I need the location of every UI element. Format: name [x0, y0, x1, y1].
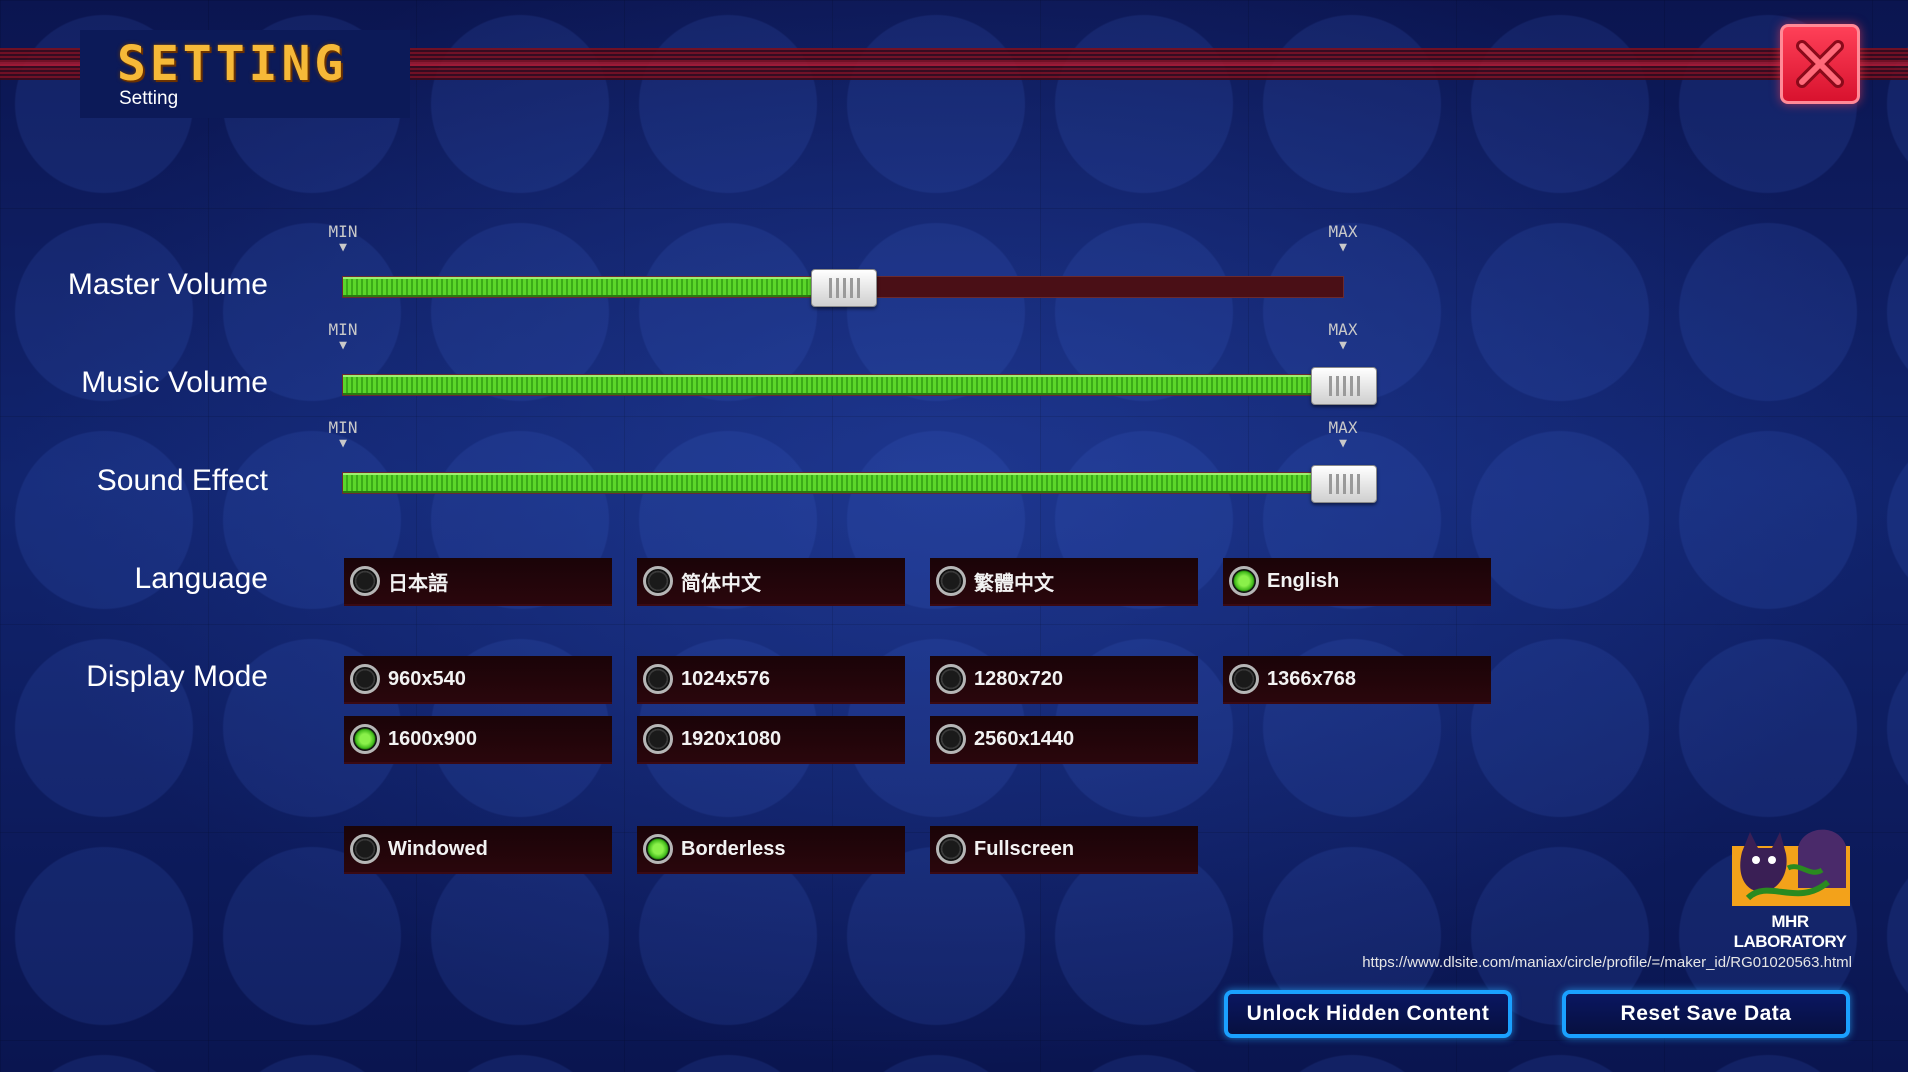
radio-icon	[936, 664, 966, 694]
option-label: 1600x900	[388, 727, 477, 750]
radio-icon	[1229, 566, 1259, 596]
resolution-option-1920x1080[interactable]: 1920x1080	[637, 716, 905, 764]
option-label: 日本語	[388, 572, 448, 595]
close-button[interactable]	[1780, 24, 1860, 104]
music-volume-slider[interactable]	[342, 367, 1377, 405]
resolution-option-2560x1440[interactable]: 2560x1440	[930, 716, 1198, 764]
radio-icon	[643, 566, 673, 596]
reset-save-data-button[interactable]: Reset Save Data	[1562, 990, 1850, 1038]
slider-max-marker: MAX ▼	[1328, 222, 1358, 255]
option-label: 2560x1440	[974, 727, 1075, 750]
slider-handle[interactable]	[811, 269, 877, 307]
option-label: 1280x720	[974, 667, 1063, 690]
sound-effect-slider[interactable]	[342, 465, 1377, 503]
language-option-traditional-chinese[interactable]: 繁體中文	[930, 558, 1198, 606]
option-label: English	[1267, 569, 1340, 592]
studio-logo-text: MHR LABORATORY	[1733, 912, 1847, 951]
sound-effect-label: Sound Effect	[96, 464, 268, 497]
title-backdrop	[80, 30, 410, 118]
radio-icon	[643, 834, 673, 864]
slider-max-marker: MAX ▼	[1328, 418, 1358, 451]
slider-fill	[343, 277, 843, 297]
language-option-english[interactable]: English	[1223, 558, 1491, 606]
page-title: SETTING	[117, 36, 348, 92]
option-label: Fullscreen	[974, 837, 1075, 860]
window-mode-option-fullscreen[interactable]: Fullscreen	[930, 826, 1198, 874]
radio-icon	[643, 664, 673, 694]
resolution-option-1024x576[interactable]: 1024x576	[637, 656, 905, 704]
music-volume-label: Music Volume	[81, 366, 268, 399]
slider-min-marker: MIN ▼	[328, 418, 358, 451]
resolution-option-1280x720[interactable]: 1280x720	[930, 656, 1198, 704]
window-mode-option-windowed[interactable]: Windowed	[344, 826, 612, 874]
master-volume-label: Master Volume	[67, 268, 268, 301]
slider-handle[interactable]	[1311, 367, 1377, 405]
radio-icon	[1229, 664, 1259, 694]
slider-min-marker: MIN ▼	[328, 222, 358, 255]
option-label: 简体中文	[681, 572, 761, 595]
language-option-japanese[interactable]: 日本語	[344, 558, 612, 606]
display-mode-label: Display Mode	[86, 660, 268, 693]
radio-icon	[936, 834, 966, 864]
language-option-simplified-chinese[interactable]: 简体中文	[637, 558, 905, 606]
slider-max-marker: MAX ▼	[1328, 320, 1358, 353]
radio-icon	[936, 566, 966, 596]
window-mode-option-borderless[interactable]: Borderless	[637, 826, 905, 874]
option-label: 1024x576	[681, 667, 770, 690]
slider-min-marker: MIN ▼	[328, 320, 358, 353]
circle-profile-link[interactable]: https://www.dlsite.com/maniax/circle/pro…	[1362, 954, 1852, 971]
radio-icon	[350, 566, 380, 596]
resolution-option-1600x900[interactable]: 1600x900	[344, 716, 612, 764]
resolution-option-1366x768[interactable]: 1366x768	[1223, 656, 1491, 704]
unlock-hidden-content-button[interactable]: Unlock Hidden Content	[1224, 990, 1512, 1038]
radio-icon	[350, 834, 380, 864]
resolution-option-960x540[interactable]: 960x540	[344, 656, 612, 704]
option-label: Windowed	[388, 837, 488, 860]
radio-icon	[936, 724, 966, 754]
radio-icon	[350, 724, 380, 754]
page-subtitle: Setting	[119, 88, 179, 109]
option-label: Borderless	[681, 837, 786, 860]
option-label: 繁體中文	[974, 572, 1054, 595]
radio-icon	[350, 664, 380, 694]
close-icon	[1796, 40, 1844, 88]
radio-icon	[643, 724, 673, 754]
slider-handle[interactable]	[1311, 465, 1377, 503]
master-volume-slider[interactable]	[342, 269, 1344, 307]
option-label: 1366x768	[1267, 667, 1356, 690]
option-label: 1920x1080	[681, 727, 782, 750]
option-label: 960x540	[388, 667, 466, 690]
studio-logo-icon	[1732, 829, 1850, 906]
slider-fill	[343, 375, 1343, 395]
language-label: Language	[134, 562, 268, 595]
slider-fill	[343, 473, 1343, 493]
